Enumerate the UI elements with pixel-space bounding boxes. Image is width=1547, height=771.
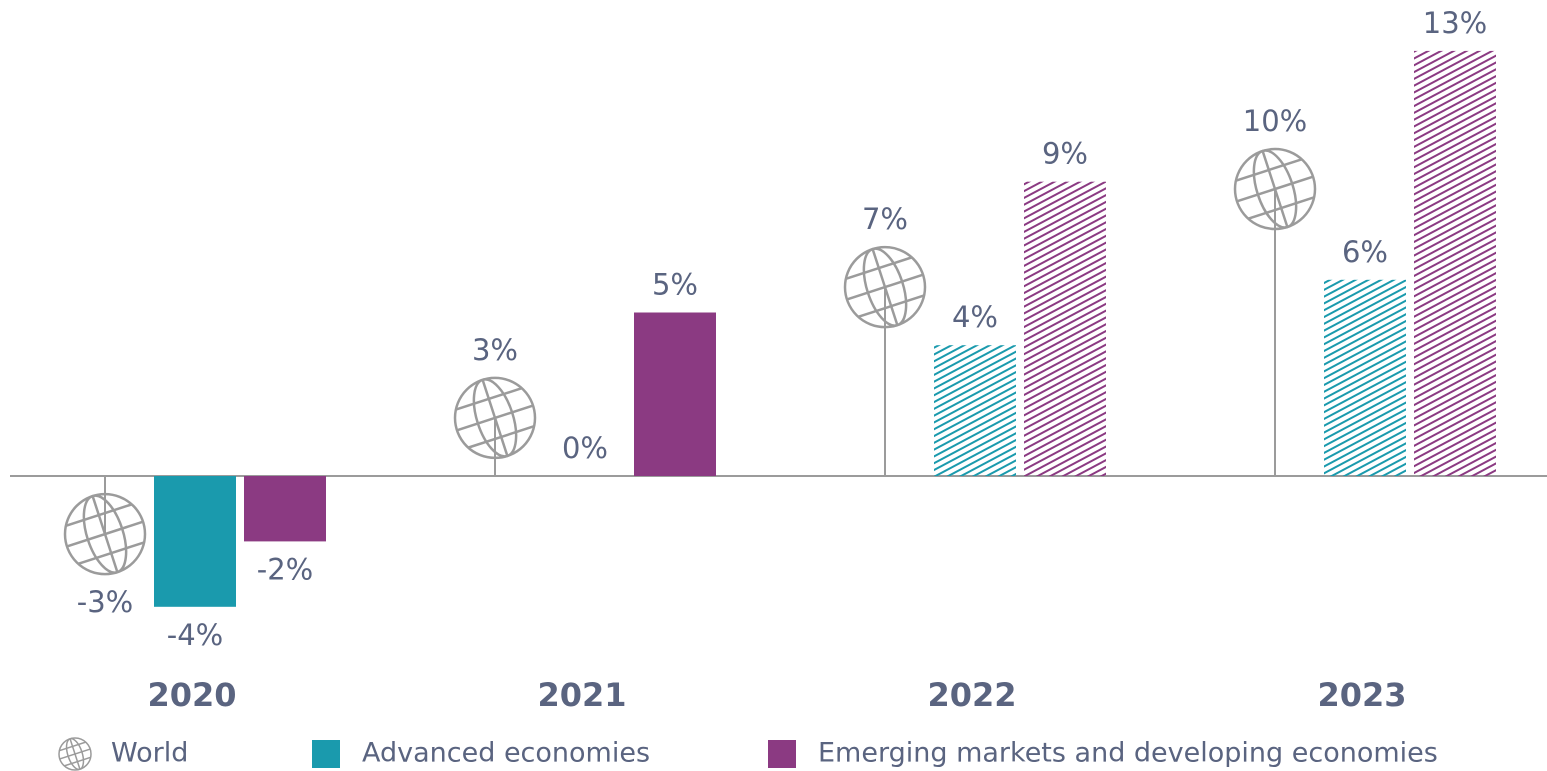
bar bbox=[934, 345, 1016, 476]
parallel bbox=[467, 425, 535, 449]
parallel bbox=[66, 520, 144, 548]
globe-outline bbox=[1233, 147, 1317, 231]
data-label: -3% bbox=[77, 585, 133, 619]
legend-label: Advanced economies bbox=[362, 738, 650, 769]
legend-globe bbox=[58, 737, 92, 771]
bar bbox=[634, 312, 716, 476]
bar bbox=[1414, 50, 1496, 477]
bar bbox=[244, 476, 326, 542]
globe-outline bbox=[63, 492, 147, 576]
x-tick-label: 2021 bbox=[537, 676, 626, 714]
legend-swatch bbox=[312, 740, 340, 768]
globe-outline bbox=[58, 737, 92, 771]
data-label: -4% bbox=[167, 618, 223, 652]
data-label: 4% bbox=[952, 300, 998, 334]
data-label: 6% bbox=[1342, 235, 1388, 269]
data-label: 9% bbox=[1042, 137, 1088, 171]
world-marker bbox=[63, 476, 147, 576]
bar bbox=[1324, 279, 1406, 476]
globe-lines bbox=[455, 378, 535, 458]
parallel bbox=[1236, 175, 1314, 203]
parallel bbox=[59, 748, 91, 760]
parallel bbox=[857, 294, 925, 319]
parallel bbox=[65, 503, 133, 527]
data-label: 3% bbox=[472, 333, 518, 367]
parallel bbox=[1235, 158, 1303, 182]
x-tick-label: 2023 bbox=[1317, 676, 1406, 714]
parallel bbox=[846, 273, 924, 301]
world-marker bbox=[843, 245, 927, 476]
x-tick-label: 2020 bbox=[147, 676, 236, 714]
parallel bbox=[456, 404, 534, 432]
globe-outline bbox=[453, 376, 537, 460]
data-label: 0% bbox=[562, 431, 608, 465]
parallel bbox=[1247, 196, 1315, 220]
world-marker bbox=[1233, 147, 1317, 476]
data-label: 13% bbox=[1423, 6, 1487, 40]
data-label: -2% bbox=[257, 552, 313, 586]
parallel bbox=[59, 741, 86, 752]
legend-label: Emerging markets and developing economie… bbox=[818, 738, 1438, 769]
world-marker bbox=[453, 376, 537, 476]
parallel bbox=[77, 541, 145, 566]
data-label: 10% bbox=[1243, 104, 1307, 138]
globe-lines bbox=[1235, 149, 1315, 229]
parallel bbox=[455, 386, 523, 411]
bar bbox=[1024, 181, 1106, 476]
parallel bbox=[845, 256, 913, 280]
globe-outline bbox=[843, 245, 927, 329]
data-label: 7% bbox=[862, 202, 908, 236]
globe-lines bbox=[65, 494, 145, 574]
globe-lines bbox=[59, 737, 91, 771]
x-tick-label: 2022 bbox=[927, 676, 1016, 714]
legend-label: World bbox=[111, 738, 188, 769]
bar bbox=[154, 476, 236, 607]
legend-swatch bbox=[768, 740, 796, 768]
parallel bbox=[64, 756, 91, 767]
globe-lines bbox=[845, 247, 925, 327]
data-label: 5% bbox=[652, 268, 698, 302]
